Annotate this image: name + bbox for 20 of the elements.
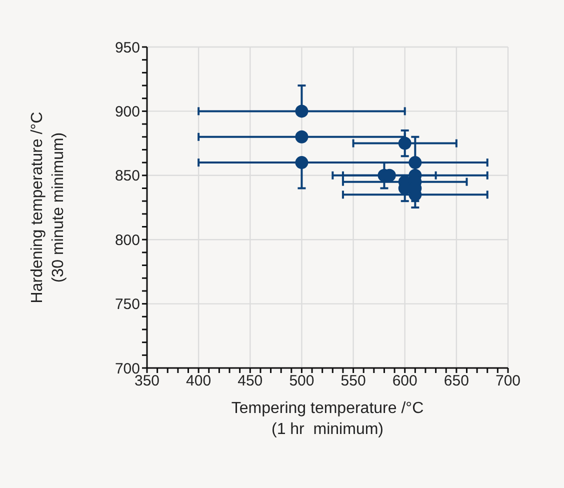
- y-tick-label: 800: [114, 232, 140, 249]
- x-tick-label: 550: [340, 372, 366, 390]
- point: [295, 130, 308, 144]
- y-tick-label: 900: [114, 104, 140, 121]
- x-tick-label: 400: [186, 372, 212, 390]
- point: [295, 104, 308, 118]
- y-axis-title: Hardening temperature /°C (30 minute minimum): [29, 112, 67, 304]
- x-tick-label: 600: [392, 372, 418, 390]
- x-tick-label: 500: [289, 372, 314, 390]
- y-tick-label: 750: [114, 296, 140, 314]
- x-axis-title: Tempering temperature /°C (1 hr minimum): [231, 400, 424, 438]
- x-tick-label: 350: [134, 372, 160, 390]
- x-tick-label: 700: [495, 372, 521, 390]
- x-tick-label: 450: [238, 372, 263, 390]
- point: [408, 156, 422, 170]
- y-tick-label: 950: [114, 39, 140, 56]
- point: [398, 136, 412, 150]
- x-tick-label: 650: [444, 372, 469, 390]
- y-tick-label: 850: [114, 168, 140, 185]
- point: [295, 156, 308, 170]
